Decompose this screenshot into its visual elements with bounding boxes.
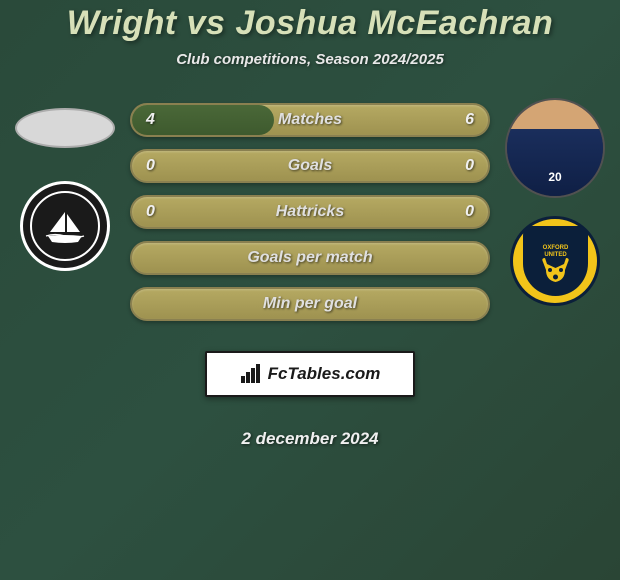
- stat-value-right: 6: [465, 111, 474, 129]
- player-shirt: 20: [507, 100, 603, 196]
- bar-chart-icon: [240, 364, 262, 384]
- ox-head-icon: OXFORD UNITED: [533, 236, 578, 286]
- shirt-number: 20: [548, 170, 561, 184]
- brand-text: FcTables.com: [268, 364, 381, 384]
- oxford-logo: OXFORD UNITED: [510, 216, 600, 306]
- svg-text:UNITED: UNITED: [544, 252, 567, 258]
- stat-label: Hattricks: [276, 203, 344, 221]
- stat-label: Matches: [278, 111, 342, 129]
- svg-text:OXFORD: OXFORD: [542, 245, 568, 251]
- plymouth-logo-inner: [30, 191, 100, 261]
- sailboat-icon: [40, 206, 90, 246]
- player-left-photo: [15, 108, 115, 148]
- stat-row-hattricks: 0 Hattricks 0: [130, 195, 490, 229]
- page-title: Wright vs Joshua McEachran: [67, 4, 554, 43]
- comparison-card: Wright vs Joshua McEachran Club competit…: [0, 0, 620, 449]
- stats-area: 4 Matches 6 0 Goals 0 0 Hattricks 0 Goal…: [0, 98, 620, 449]
- player-right-photo: 20: [505, 98, 605, 198]
- stat-label: Min per goal: [263, 295, 357, 313]
- date-text: 2 december 2024: [130, 429, 490, 449]
- stat-label: Goals: [288, 157, 332, 175]
- stat-row-mpg: Min per goal: [130, 287, 490, 321]
- stat-value-left: 0: [146, 157, 155, 175]
- stat-bars: 4 Matches 6 0 Goals 0 0 Hattricks 0 Goal…: [130, 98, 490, 449]
- brand-badge[interactable]: FcTables.com: [205, 351, 415, 397]
- player-left-column: [10, 98, 120, 271]
- stat-value-right: 0: [465, 157, 474, 175]
- stat-value-right: 0: [465, 203, 474, 221]
- oxford-logo-inner: OXFORD UNITED: [523, 226, 588, 296]
- stat-value-left: 0: [146, 203, 155, 221]
- stat-row-matches: 4 Matches 6: [130, 103, 490, 137]
- page-subtitle: Club competitions, Season 2024/2025: [176, 51, 444, 68]
- stat-label: Goals per match: [247, 249, 372, 267]
- player-right-column: 20 OXFORD UNITED: [500, 98, 610, 306]
- plymouth-logo: [20, 181, 110, 271]
- stat-row-gpm: Goals per match: [130, 241, 490, 275]
- stat-row-goals: 0 Goals 0: [130, 149, 490, 183]
- stat-value-left: 4: [146, 111, 155, 129]
